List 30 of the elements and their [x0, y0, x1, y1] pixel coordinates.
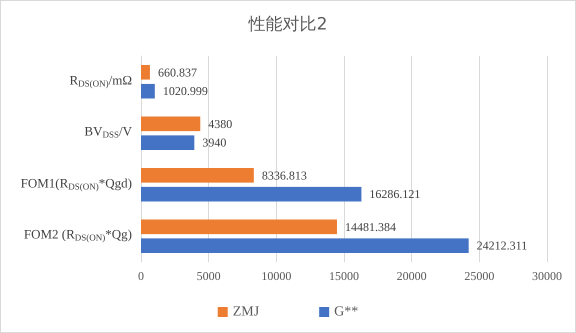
data-label: 660.837 [158, 65, 197, 80]
x-tick-label: 5000 [196, 269, 221, 283]
data-label: 1020.999 [162, 84, 208, 98]
bar [141, 168, 254, 183]
data-label: 16286.121 [369, 187, 420, 202]
bar [141, 65, 150, 80]
data-label: 24212.311 [476, 238, 528, 253]
bar [141, 220, 337, 234]
legend-label: ZMJ [232, 304, 260, 320]
y-tick-label: FOM2 (R$_{DS(ON)}$*Qg) [24, 226, 132, 245]
x-tick-label: 0 [138, 269, 144, 283]
x-tick-label: 20000 [396, 269, 427, 283]
y-tick-label: R$_{DS(ON)}$/mΩ [69, 72, 132, 90]
x-tick-label: 30000 [532, 269, 562, 283]
bar [141, 84, 155, 98]
x-tick-label: 25000 [464, 269, 494, 283]
bar [141, 116, 200, 132]
chart-title: 性能对比2 [248, 14, 328, 34]
bar [141, 135, 194, 150]
data-label: 8336.813 [262, 168, 307, 182]
data-label: 3940 [202, 136, 226, 150]
x-tick-label: 15000 [329, 269, 359, 283]
bar [141, 186, 362, 202]
y-tick-label: BV$_{DSS}$/V [84, 124, 132, 142]
x-tick-label: 10000 [261, 269, 292, 283]
data-label: 4380 [208, 116, 232, 131]
bar [141, 238, 469, 253]
data-label: 14481.384 [344, 220, 396, 234]
legend-label: G** [334, 304, 358, 320]
y-tick-label: FOM1(R$_{DS(ON)}$*Qgd) [20, 175, 132, 194]
